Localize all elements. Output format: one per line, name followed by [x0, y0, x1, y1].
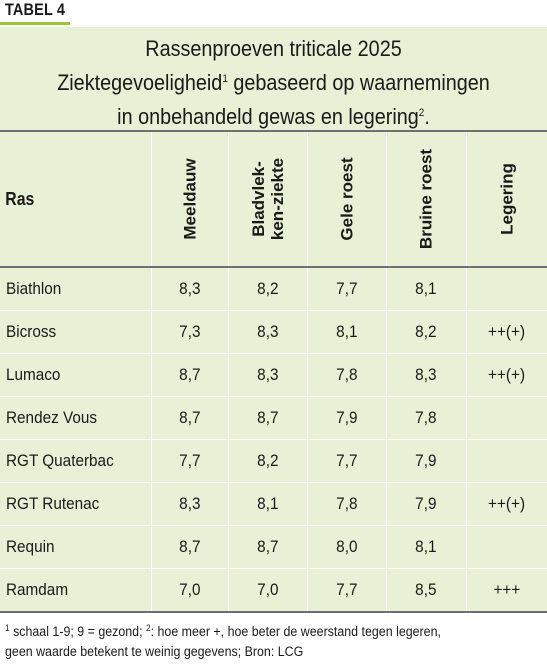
cell-ras: RGT Quaterbac: [0, 439, 152, 483]
cell-ras: Lumaco: [0, 353, 152, 397]
cell-legering: ++(+): [466, 482, 547, 526]
header-bruine-roest: Bruine roest: [386, 130, 467, 268]
title-line-2: Ziektegevoeligheid1 gebaseerd op waarnem…: [57, 70, 490, 95]
cell-bruine-roest: 8,1: [386, 525, 467, 569]
table-row: Rendez Vous 8,7 8,7 7,9 7,8: [0, 396, 547, 440]
cell-legering: [466, 525, 547, 569]
table-label: TABEL 4: [5, 0, 66, 19]
cell-meeldauw: 8,7: [151, 353, 229, 397]
cell-gele-roest: 7,8: [307, 482, 387, 526]
disease-table: Ras Meeldauw Bladvlek-ken-ziekte Gele ro…: [0, 130, 547, 613]
header-row: Ras Meeldauw Bladvlek-ken-ziekte Gele ro…: [0, 130, 547, 268]
cell-bladvlek: 8,2: [228, 439, 308, 483]
cell-gele-roest: 8,1: [307, 310, 387, 354]
cell-bruine-roest: 8,5: [386, 568, 467, 613]
cell-bladvlek: 7,0: [228, 568, 308, 613]
cell-meeldauw: 8,7: [151, 396, 229, 440]
cell-legering: [466, 439, 547, 483]
cell-bruine-roest: 8,1: [386, 267, 467, 311]
header-legering: Legering: [466, 130, 547, 268]
cell-bruine-roest: 7,9: [386, 482, 467, 526]
cell-bruine-roest: 7,8: [386, 396, 467, 440]
cell-ras: Ramdam: [0, 568, 152, 613]
footnote: 1 schaal 1-9; 9 = gezond; 2: hoe meer +,…: [5, 618, 545, 662]
cell-meeldauw: 8,3: [151, 482, 229, 526]
title-line-3: in onbehandeld gewas en legering2.: [117, 104, 430, 129]
cell-ras: Requin: [0, 525, 152, 569]
title-line-1: Rassenproeven triticale 2025: [145, 36, 402, 61]
cell-gele-roest: 7,7: [307, 568, 387, 613]
cell-bladvlek: 8,1: [228, 482, 308, 526]
cell-gele-roest: 7,7: [307, 267, 387, 311]
table-row: Ramdam 7,0 7,0 7,7 8,5 +++: [0, 568, 547, 613]
header-bladvlekkenziekte: Bladvlek-ken-ziekte: [228, 130, 308, 268]
table-row: Bicross 7,3 8,3 8,1 8,2 ++(+): [0, 310, 547, 354]
cell-legering: [466, 396, 547, 440]
footnote-line-2: geen waarde betekent te weinig gegevens;…: [5, 644, 304, 659]
cell-bladvlek: 8,3: [228, 353, 308, 397]
cell-ras: RGT Rutenac: [0, 482, 152, 526]
cell-gele-roest: 7,7: [307, 439, 387, 483]
header-meeldauw: Meeldauw: [151, 130, 229, 268]
cell-meeldauw: 7,3: [151, 310, 229, 354]
footnote-ref-1: 1: [222, 73, 228, 85]
table-row: RGT Rutenac 8,3 8,1 7,8 7,9 ++(+): [0, 482, 547, 526]
cell-meeldauw: 7,7: [151, 439, 229, 483]
label-underline: [0, 22, 70, 25]
cell-bladvlek: 8,7: [228, 525, 308, 569]
table-title: Rassenproeven triticale 2025 Ziektegevoe…: [0, 34, 547, 132]
table-row: Biathlon 8,3 8,2 7,7 8,1: [0, 267, 547, 311]
footnote-ref-2: 2: [418, 107, 425, 119]
footnote-line-1: 1 schaal 1-9; 9 = gezond; 2: hoe meer +,…: [5, 623, 441, 639]
cell-bruine-roest: 8,3: [386, 353, 467, 397]
table-row: Requin 8,7 8,7 8,0 8,1: [0, 525, 547, 569]
cell-legering: [466, 267, 547, 311]
header-gele-roest: Gele roest: [307, 130, 387, 268]
cell-legering: ++(+): [466, 310, 547, 354]
cell-ras: Biathlon: [0, 267, 152, 311]
cell-meeldauw: 7,0: [151, 568, 229, 613]
cell-meeldauw: 8,7: [151, 525, 229, 569]
cell-legering: ++(+): [466, 353, 547, 397]
header-ras: Ras: [0, 130, 152, 268]
cell-ras: Bicross: [0, 310, 152, 354]
cell-bladvlek: 8,7: [228, 396, 308, 440]
cell-ras: Rendez Vous: [0, 396, 152, 440]
cell-gele-roest: 7,8: [307, 353, 387, 397]
cell-legering: +++: [466, 568, 547, 613]
cell-bruine-roest: 7,9: [386, 439, 467, 483]
cell-meeldauw: 8,3: [151, 267, 229, 311]
table-row: Lumaco 8,7 8,3 7,8 8,3 ++(+): [0, 353, 547, 397]
cell-bladvlek: 8,2: [228, 267, 308, 311]
table-row: RGT Quaterbac 7,7 8,2 7,7 7,9: [0, 439, 547, 483]
cell-bruine-roest: 8,2: [386, 310, 467, 354]
cell-gele-roest: 7,9: [307, 396, 387, 440]
cell-bladvlek: 8,3: [228, 310, 308, 354]
cell-gele-roest: 8,0: [307, 525, 387, 569]
